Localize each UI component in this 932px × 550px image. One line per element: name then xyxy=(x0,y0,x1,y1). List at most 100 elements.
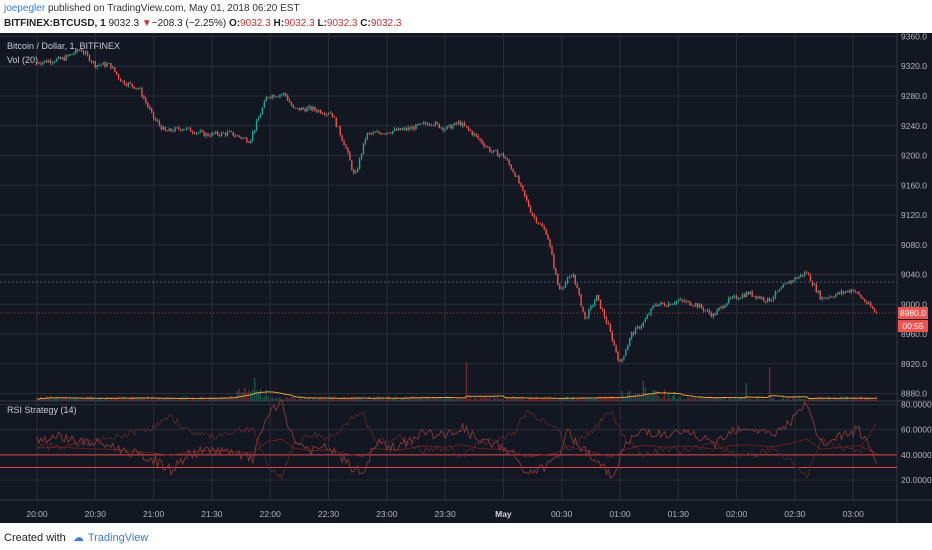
candle-body xyxy=(156,120,159,122)
chart-area[interactable]: 9360.0 9320.0 9280.0 9240.0 9200.0 9160.0 9120… xyxy=(0,33,932,523)
candle-body xyxy=(473,133,475,135)
volume-bar xyxy=(815,397,817,401)
candle-body xyxy=(63,57,65,61)
candle-body xyxy=(784,283,786,285)
rsi-axis[interactable]: 80.0000 60.0000 40.0000 20.0000 xyxy=(901,400,932,486)
volume-bar xyxy=(580,396,582,401)
volume-bar xyxy=(44,397,46,401)
volume-bar xyxy=(774,399,777,401)
volume-bar xyxy=(57,396,60,401)
volume-bar xyxy=(82,399,85,401)
candles[interactable] xyxy=(36,48,878,364)
volume-bar xyxy=(712,396,714,401)
rsi-tick-label: 20.0000 xyxy=(901,475,932,485)
volume-bar xyxy=(514,396,516,401)
volume-bar xyxy=(135,398,137,401)
volume-bar xyxy=(708,396,711,401)
candle-body xyxy=(119,78,122,82)
candle-body xyxy=(809,274,812,282)
candle-body xyxy=(273,95,275,98)
candle-body xyxy=(467,127,470,130)
volume-bar xyxy=(294,398,297,401)
candle-body xyxy=(496,150,499,157)
volume-bar xyxy=(683,398,685,401)
candle-body xyxy=(234,135,236,137)
candle-body xyxy=(232,131,234,136)
tradingview-logo-icon: ☁ xyxy=(72,532,84,544)
candle-body xyxy=(242,137,244,139)
candle-body xyxy=(310,106,312,111)
candle-body xyxy=(168,128,170,132)
candle-body xyxy=(450,124,452,129)
volume-bar xyxy=(127,399,130,401)
volume-bar xyxy=(253,377,256,401)
volume-bar xyxy=(364,399,367,401)
candle-body xyxy=(508,160,510,165)
candle-body xyxy=(683,300,685,302)
volume-bar xyxy=(675,398,678,401)
price-tick-label: 9320.0 xyxy=(901,61,927,71)
volume-bar xyxy=(403,397,405,401)
candle-body xyxy=(875,311,878,314)
candle-body xyxy=(551,246,553,255)
rsi-pane[interactable] xyxy=(0,398,897,481)
candle-body xyxy=(768,297,771,302)
candle-body xyxy=(613,340,615,345)
volume-bar xyxy=(117,396,120,401)
price-axis[interactable]: 9360.0 9320.0 9280.0 9240.0 9200.0 9160.0 9120… xyxy=(901,33,927,399)
candle-body xyxy=(609,324,611,332)
volume-bar xyxy=(423,399,425,401)
volume-bar xyxy=(755,396,757,401)
candle-body xyxy=(658,304,660,307)
candle-body xyxy=(650,308,652,315)
candle-body xyxy=(803,272,806,276)
volume-bar xyxy=(176,399,178,401)
candle-body xyxy=(549,239,551,247)
volume-bar xyxy=(203,398,205,401)
time-axis[interactable]: 20:00 20:30 21:00 21:30 22:00 22:30 23:00 23:30… xyxy=(26,509,864,519)
volume-bar xyxy=(862,399,864,401)
candle-body xyxy=(506,158,508,161)
volume-bar xyxy=(825,399,827,401)
chart-svg[interactable]: 9360.0 9320.0 9280.0 9240.0 9200.0 9160.0 9120… xyxy=(0,33,932,523)
candle-body xyxy=(351,160,353,170)
candle-body xyxy=(199,130,201,133)
volume-bar xyxy=(125,399,128,401)
candle-body xyxy=(561,288,563,290)
tradingview-brand[interactable]: TradingView xyxy=(87,532,149,544)
volume-bar xyxy=(788,397,790,401)
volume-bar xyxy=(327,399,330,401)
candle-body xyxy=(360,153,363,159)
volume-bar xyxy=(856,398,858,401)
volume-bar xyxy=(533,398,536,401)
candle-body xyxy=(590,305,592,310)
volume-bar xyxy=(778,399,781,401)
candle-body xyxy=(733,295,736,297)
candle-body xyxy=(630,332,633,339)
price-tick-label: 8880.0 xyxy=(901,389,927,399)
candle-body xyxy=(325,113,328,115)
candle-body xyxy=(854,291,856,293)
volume-bar xyxy=(277,398,279,401)
candle-body xyxy=(702,308,705,311)
candle-body xyxy=(660,302,662,305)
author-link[interactable]: joepegler xyxy=(4,3,46,14)
volume-bar xyxy=(444,396,446,401)
candle-body xyxy=(152,111,155,119)
candle-body xyxy=(263,101,266,108)
candle-body xyxy=(236,135,238,137)
candle-body xyxy=(440,127,442,129)
volume-bar xyxy=(393,398,396,401)
volume-bar xyxy=(823,398,825,401)
volume-bar xyxy=(154,399,157,401)
volume-bar xyxy=(80,398,83,401)
candle-body xyxy=(718,307,720,311)
candle-body xyxy=(333,116,336,118)
volume-bar xyxy=(374,397,376,401)
volume-bar xyxy=(590,397,592,401)
candle-body xyxy=(603,310,606,318)
volume-bar xyxy=(63,397,65,401)
candle-body xyxy=(84,51,87,54)
volume-bar xyxy=(141,398,143,401)
volume-bar xyxy=(526,399,528,401)
